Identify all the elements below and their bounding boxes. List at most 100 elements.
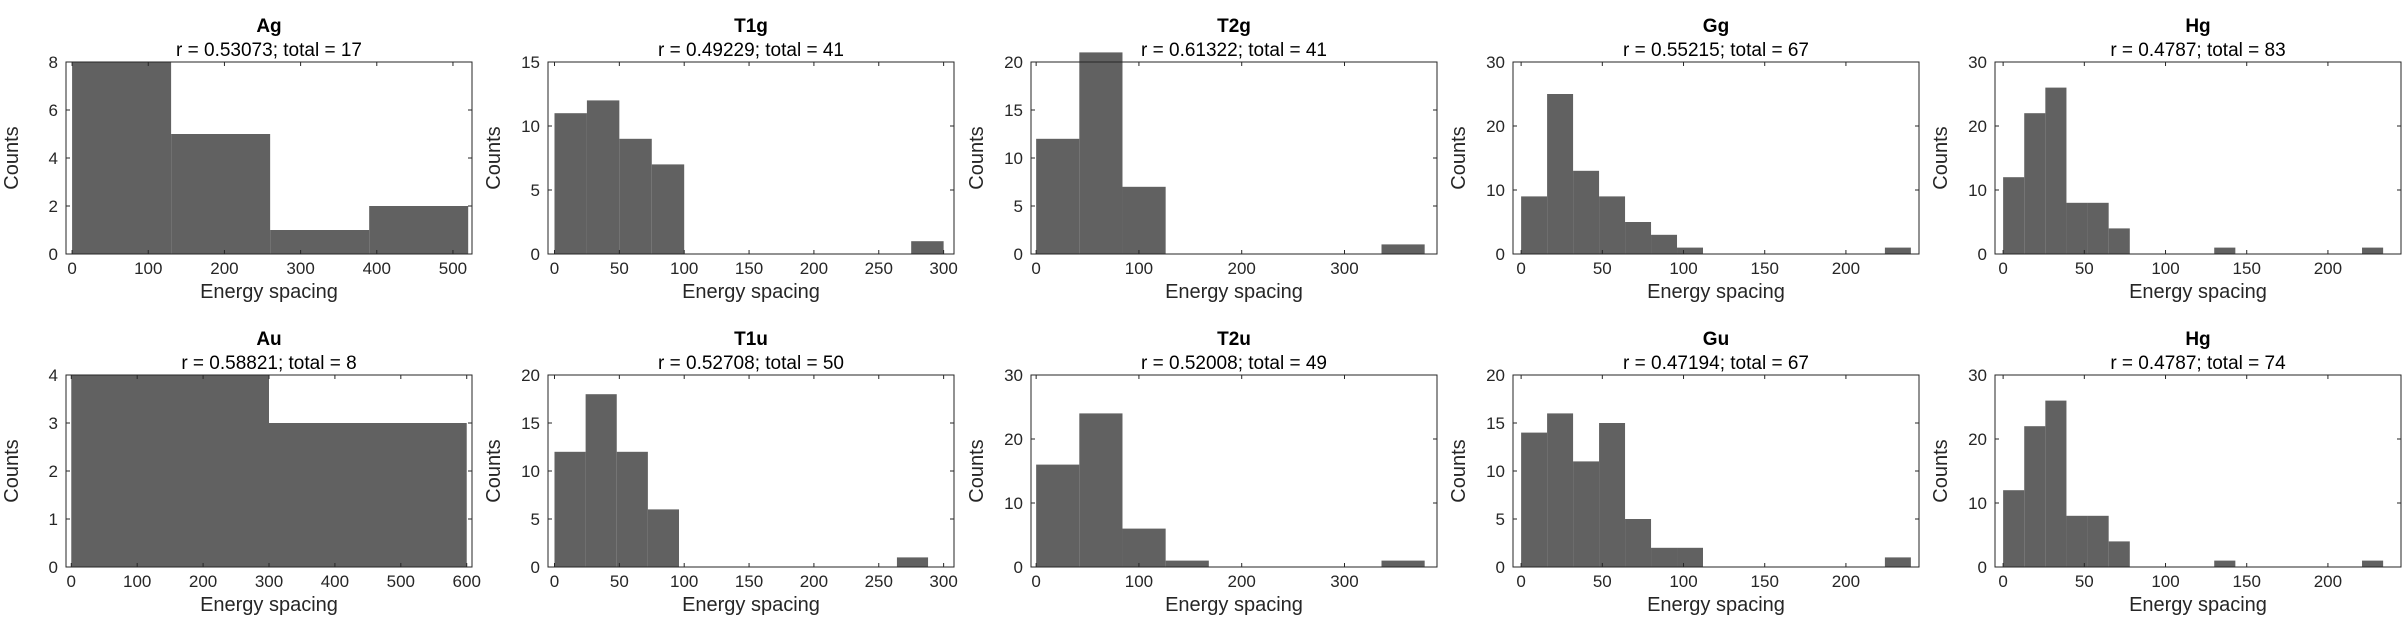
histogram-bar	[1122, 186, 1166, 254]
y-axis-label: Counts	[966, 439, 988, 502]
x-tick-label: 300	[255, 572, 283, 591]
y-axis-label: Counts	[1, 126, 23, 189]
histogram-bar	[2214, 560, 2236, 567]
x-tick-label: 300	[929, 259, 957, 278]
y-axis-label: Counts	[1930, 126, 1952, 189]
y-tick-label: 5	[531, 181, 540, 200]
y-tick-label: 20	[1968, 117, 1987, 136]
histogram-bar	[1547, 94, 1574, 254]
x-tick-label: 400	[321, 572, 349, 591]
axes-box	[1994, 61, 2402, 255]
y-tick-label: 10	[521, 117, 540, 136]
y-tick-label: 0	[1496, 245, 1505, 264]
y-tick-label: 20	[1486, 366, 1505, 385]
y-tick-label: 0	[1978, 245, 1987, 264]
x-tick-label: 0	[1031, 259, 1040, 278]
chart-title: Hg	[2185, 329, 2210, 350]
chart-title: Gu	[1703, 329, 1729, 350]
x-tick-label: 100	[1125, 259, 1153, 278]
y-tick-label: 20	[1004, 430, 1023, 449]
y-tick-label: 30	[1968, 366, 1987, 385]
x-tick-label: 200	[800, 572, 828, 591]
chart-subtitle: r = 0.49229; total = 41	[658, 40, 844, 61]
histogram-bar	[1036, 464, 1080, 567]
x-tick-label: 100	[123, 572, 151, 591]
y-tick-label: 20	[521, 366, 540, 385]
x-axis-label: Energy spacing	[1647, 594, 1785, 616]
histogram-bar	[2003, 490, 2025, 567]
y-tick-label: 30	[1968, 53, 1987, 72]
x-axis-label: Energy spacing	[1647, 281, 1785, 303]
y-tick-label: 10	[1004, 494, 1023, 513]
histogram-bar	[1625, 222, 1652, 254]
histogram-panel: 0 50 100 150 200 0 10 20 30 Gg r = 0.55215; total …	[1448, 16, 1920, 303]
chart-title: Hg	[2185, 16, 2210, 37]
chart-title: T1g	[734, 16, 768, 37]
histogram-bar	[1625, 519, 1652, 567]
bar-series	[1521, 94, 1911, 254]
x-axis-label: Energy spacing	[200, 594, 338, 616]
chart-title: Gg	[1703, 16, 1729, 37]
x-tick-label: 250	[865, 572, 893, 591]
y-tick-label: 4	[49, 149, 58, 168]
x-tick-label: 150	[2233, 572, 2261, 591]
chart-title: T2u	[1217, 329, 1251, 350]
x-tick-label: 50	[2075, 572, 2094, 591]
histogram-bar	[2108, 228, 2130, 254]
histogram-bar	[1599, 196, 1626, 254]
axes-box	[547, 61, 955, 255]
histogram-bar	[2108, 541, 2130, 567]
histogram-bar	[270, 230, 370, 254]
x-tick-label: 50	[1593, 259, 1612, 278]
histogram-bar	[1677, 247, 1703, 254]
histogram-bar	[2003, 177, 2025, 254]
x-tick-label: 0	[1998, 572, 2007, 591]
y-tick-label: 0	[1014, 558, 1023, 577]
x-tick-label: 150	[1751, 572, 1779, 591]
x-tick-label: 200	[1832, 572, 1860, 591]
histogram-bar	[2362, 560, 2384, 567]
y-tick-label: 1	[49, 510, 58, 529]
histogram-bar	[1599, 423, 1626, 567]
histogram-bar	[651, 164, 685, 254]
x-tick-label: 100	[2151, 259, 2179, 278]
histogram-bar	[1079, 413, 1123, 567]
x-tick-label: 300	[1330, 572, 1358, 591]
histogram-bar	[269, 423, 467, 567]
histogram-bar	[896, 557, 929, 567]
histogram-panel: 0 50 100 150 200 250 300 0 5 10 15 20 T1u r = 0.52708…	[483, 329, 958, 616]
axes-box	[1994, 374, 2402, 568]
x-tick-label: 150	[2233, 259, 2261, 278]
y-axis-label: Counts	[1, 439, 23, 502]
x-axis-label: Energy spacing	[2129, 594, 2267, 616]
bar-series	[2003, 400, 2384, 567]
histogram-bar	[171, 134, 271, 254]
histogram-bar	[2087, 202, 2109, 254]
histogram-bar	[2066, 515, 2088, 567]
histogram-panel: 0 100 200 300 0 5 10 15 20 T2g r = 0.61322; total …	[966, 16, 1438, 303]
y-tick-label: 10	[1968, 494, 1987, 513]
x-tick-label: 500	[387, 572, 415, 591]
y-tick-label: 8	[49, 53, 58, 72]
x-tick-label: 300	[286, 259, 314, 278]
histogram-bar	[1521, 432, 1548, 567]
histogram-panel: 0 100 200 300 0 10 20 30 T2u r = 0.52008; total =…	[966, 329, 1438, 616]
histogram-bar	[2045, 400, 2067, 567]
histogram-bar	[71, 375, 270, 567]
bar-series	[72, 62, 469, 254]
histogram-bar	[1884, 557, 1911, 567]
histogram-bar	[2045, 87, 2067, 254]
histogram-bar	[2024, 426, 2046, 567]
histogram-bar	[1521, 196, 1548, 254]
x-tick-label: 100	[1125, 572, 1153, 591]
y-tick-label: 20	[1486, 117, 1505, 136]
histogram-bar	[1573, 170, 1600, 254]
histogram-bar	[647, 509, 680, 567]
bar-series	[554, 394, 929, 567]
y-tick-label: 0	[49, 558, 58, 577]
x-tick-label: 150	[735, 259, 763, 278]
x-tick-label: 500	[439, 259, 467, 278]
x-tick-label: 0	[1031, 572, 1040, 591]
histogram-panel: 0 50 100 150 200 0 10 20 30 Hg r = 0.4787; total =…	[1930, 329, 2402, 616]
